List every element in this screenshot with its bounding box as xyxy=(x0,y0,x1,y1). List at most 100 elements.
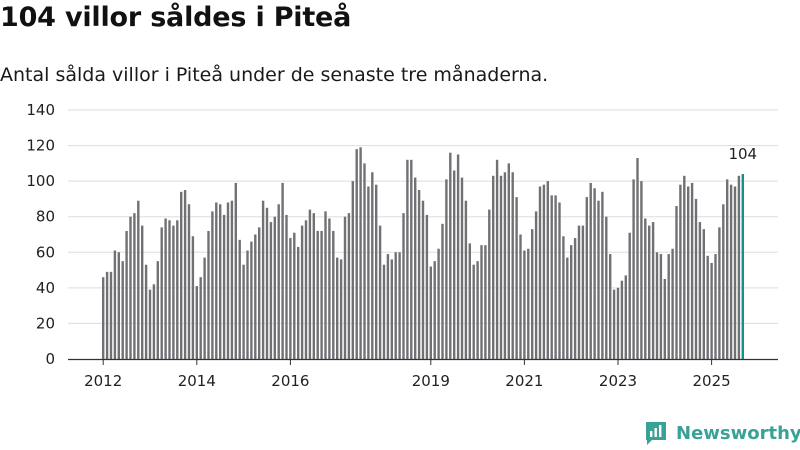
bar xyxy=(148,289,152,359)
bar xyxy=(417,190,421,359)
bar xyxy=(636,158,639,359)
x-tick-label: 2012 xyxy=(84,372,122,390)
bar xyxy=(659,254,663,359)
bar xyxy=(449,152,452,359)
bar xyxy=(464,200,468,359)
bar xyxy=(722,204,725,359)
bar xyxy=(589,182,592,359)
bar xyxy=(511,172,514,359)
y-tick-label: 140 xyxy=(26,101,55,119)
bar xyxy=(343,216,347,359)
bar xyxy=(663,278,666,359)
bar xyxy=(694,198,698,359)
bar xyxy=(726,179,729,359)
bar xyxy=(297,246,300,359)
newsworthy-logo: Newsworthy xyxy=(644,419,800,447)
bar xyxy=(605,216,608,359)
bar xyxy=(258,227,261,359)
bar xyxy=(675,206,678,359)
bar xyxy=(601,191,604,359)
y-tick-label: 40 xyxy=(36,279,55,297)
bar xyxy=(164,218,167,359)
bar xyxy=(199,277,202,359)
bar xyxy=(152,284,156,359)
bar xyxy=(269,222,273,359)
bar xyxy=(203,257,206,359)
bar xyxy=(597,200,600,359)
bar xyxy=(160,227,163,359)
bar xyxy=(351,181,354,359)
bar xyxy=(183,190,187,359)
x-tick-label: 2021 xyxy=(505,372,543,390)
bar xyxy=(117,252,120,359)
bar xyxy=(620,280,624,359)
bar xyxy=(429,266,432,359)
bar xyxy=(515,197,518,359)
y-tick-label: 20 xyxy=(36,314,55,332)
bar xyxy=(265,207,269,359)
last-value-label: 104 xyxy=(728,145,757,163)
bar xyxy=(398,252,401,359)
bar xyxy=(488,209,491,359)
bar xyxy=(133,213,136,359)
bar xyxy=(499,175,503,359)
bar xyxy=(492,175,495,359)
bar xyxy=(456,154,460,359)
bar xyxy=(527,248,530,359)
bar xyxy=(593,188,596,359)
bar xyxy=(129,216,132,359)
bar xyxy=(242,264,245,359)
bar xyxy=(144,264,148,359)
bar xyxy=(577,225,581,359)
bar xyxy=(289,238,292,359)
x-tick-label: 2016 xyxy=(271,372,309,390)
brand-name: Newsworthy xyxy=(676,422,800,444)
bar xyxy=(612,289,616,359)
bar xyxy=(460,177,464,359)
bar xyxy=(718,227,721,359)
x-tick-label: 2014 xyxy=(178,372,216,390)
page-title: 104 villor såldes i Piteå xyxy=(0,2,352,33)
bar xyxy=(476,261,479,359)
bar xyxy=(562,236,565,359)
bar xyxy=(402,213,405,359)
x-tick-label: 2025 xyxy=(693,372,731,390)
bar xyxy=(495,159,499,359)
bar xyxy=(616,287,620,359)
bar xyxy=(437,248,440,359)
bar xyxy=(566,257,569,359)
bar xyxy=(687,186,690,359)
bar xyxy=(648,225,651,359)
bar xyxy=(109,271,113,359)
bar xyxy=(484,245,487,359)
bar xyxy=(187,204,191,359)
bar xyxy=(683,175,686,359)
bar xyxy=(281,182,284,359)
bar xyxy=(316,230,319,359)
bar xyxy=(573,238,577,359)
bar xyxy=(121,261,124,359)
bar xyxy=(382,264,386,359)
bar xyxy=(651,222,655,359)
bar xyxy=(320,230,323,359)
bar xyxy=(207,230,210,359)
bar xyxy=(733,186,737,359)
bar xyxy=(632,179,635,359)
bar xyxy=(238,239,241,359)
y-tick-label: 60 xyxy=(36,243,55,261)
bar xyxy=(332,230,335,359)
bar xyxy=(336,257,339,359)
bar xyxy=(390,259,393,359)
bar xyxy=(690,182,694,359)
bar xyxy=(644,218,647,359)
bar xyxy=(706,255,709,359)
bar xyxy=(367,186,370,359)
bar xyxy=(554,195,557,359)
bar xyxy=(503,172,507,359)
bar xyxy=(125,230,128,359)
bar xyxy=(285,214,288,359)
bar xyxy=(624,275,627,359)
bar xyxy=(211,211,214,359)
bar xyxy=(534,211,538,359)
